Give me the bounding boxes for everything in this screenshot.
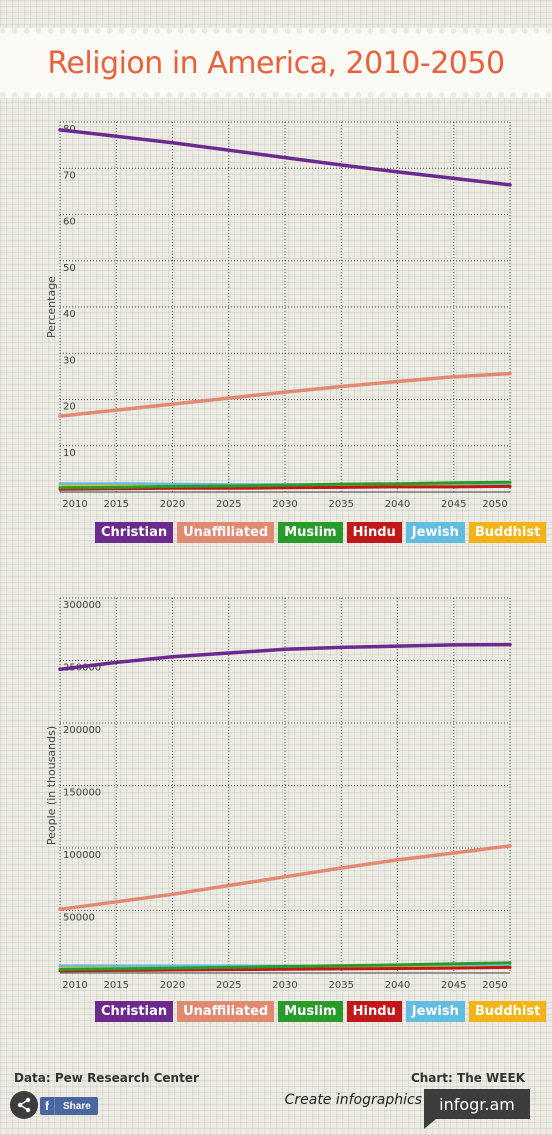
- series-line-muslim[interactable]: [58, 961, 512, 971]
- x-tick-label: 2035: [329, 980, 354, 991]
- create-infographics-link[interactable]: Create infographics: [284, 1092, 422, 1108]
- legend-item-muslim[interactable]: Muslim: [278, 522, 343, 543]
- y-tick-label: 50000: [63, 913, 95, 924]
- y-tick-label: 50: [63, 263, 76, 274]
- legend-item-hindu[interactable]: Hindu: [346, 1001, 402, 1022]
- x-tick-label: 2030: [272, 499, 297, 510]
- legend-item-christian[interactable]: Christian: [95, 522, 174, 543]
- x-tick-label: 2050: [482, 499, 507, 510]
- legend-item-hindu[interactable]: Hindu: [346, 522, 402, 543]
- y-tick-label: 10: [63, 448, 76, 459]
- x-tick-label: 2015: [104, 980, 129, 991]
- series-line-hindu[interactable]: [58, 484, 512, 491]
- share-icon: [17, 1097, 31, 1113]
- x-tick-label: 2010: [62, 980, 87, 991]
- grid: [59, 121, 511, 493]
- grid: [59, 597, 511, 974]
- legend-item-christian[interactable]: Christian: [95, 1001, 174, 1022]
- x-tick-label: 2025: [216, 499, 241, 510]
- infogram-logo-tail: [424, 1119, 436, 1129]
- y-tick-label: 300000: [63, 600, 101, 611]
- y-tick-label: 20: [63, 402, 76, 413]
- legend-item-buddhist[interactable]: Buddhist: [468, 1001, 547, 1022]
- y-tick-label: 150000: [63, 788, 101, 799]
- legend-item-jewish[interactable]: Jewish: [405, 522, 465, 543]
- facebook-icon: f: [40, 1097, 55, 1115]
- x-tick-label: 2035: [329, 499, 354, 510]
- legend-item-unaffiliated[interactable]: Unaffiliated: [177, 1001, 275, 1022]
- legend-item-muslim[interactable]: Muslim: [278, 1001, 343, 1022]
- y-axis-label: Percentage: [45, 276, 58, 338]
- x-tick-label: 2010: [62, 499, 87, 510]
- y-tick-label: 100000: [63, 850, 101, 861]
- x-tick-label: 2040: [385, 980, 410, 991]
- facebook-share-label: Share: [63, 1100, 91, 1112]
- title-band: Religion in America, 2010-2050: [0, 28, 552, 98]
- facebook-share-button[interactable]: f Share: [40, 1097, 98, 1115]
- x-tick-label: 2020: [160, 980, 185, 991]
- y-tick-label: 70: [63, 170, 76, 181]
- x-tick-label: 2045: [441, 499, 466, 510]
- y-tick-label: 200000: [63, 725, 101, 736]
- x-tick-label: 2040: [385, 499, 410, 510]
- data-source: Data: Pew Research Center: [14, 1071, 199, 1085]
- y-tick-label: 60: [63, 217, 76, 228]
- series-line-christian[interactable]: [58, 128, 512, 187]
- legend-item-jewish[interactable]: Jewish: [405, 1001, 465, 1022]
- series-line-christian[interactable]: [58, 642, 512, 672]
- series-line-unaffiliated[interactable]: [58, 844, 512, 912]
- chart-title: Religion in America, 2010-2050: [47, 45, 505, 81]
- series-line-muslim[interactable]: [58, 480, 512, 490]
- x-tick-label: 2030: [272, 980, 297, 991]
- legend-item-unaffiliated[interactable]: Unaffiliated: [177, 522, 275, 543]
- x-tick-label: 2015: [104, 499, 129, 510]
- legend-top: Christian Unaffiliated Muslim Hindu Jewish Bu…: [95, 522, 547, 543]
- x-tick-label: 2025: [216, 980, 241, 991]
- x-tick-label: 2020: [160, 499, 185, 510]
- share-button[interactable]: [10, 1091, 38, 1119]
- x-tick-label: 2045: [441, 980, 466, 991]
- y-tick-label: 40: [63, 309, 76, 320]
- y-axis-label: People (in thousands): [45, 726, 58, 845]
- y-tick-label: 30: [63, 355, 76, 366]
- infogram-logo[interactable]: infogr.am: [424, 1089, 530, 1119]
- series-line-hindu[interactable]: [58, 965, 512, 973]
- chart-credit: Chart: The WEEK: [410, 1071, 525, 1085]
- series-line-unaffiliated[interactable]: [58, 371, 512, 418]
- legend-bottom: Christian Unaffiliated Muslim Hindu Jewish Bu…: [95, 1001, 547, 1022]
- legend-item-buddhist[interactable]: Buddhist: [468, 522, 547, 543]
- x-tick-label: 2050: [482, 980, 507, 991]
